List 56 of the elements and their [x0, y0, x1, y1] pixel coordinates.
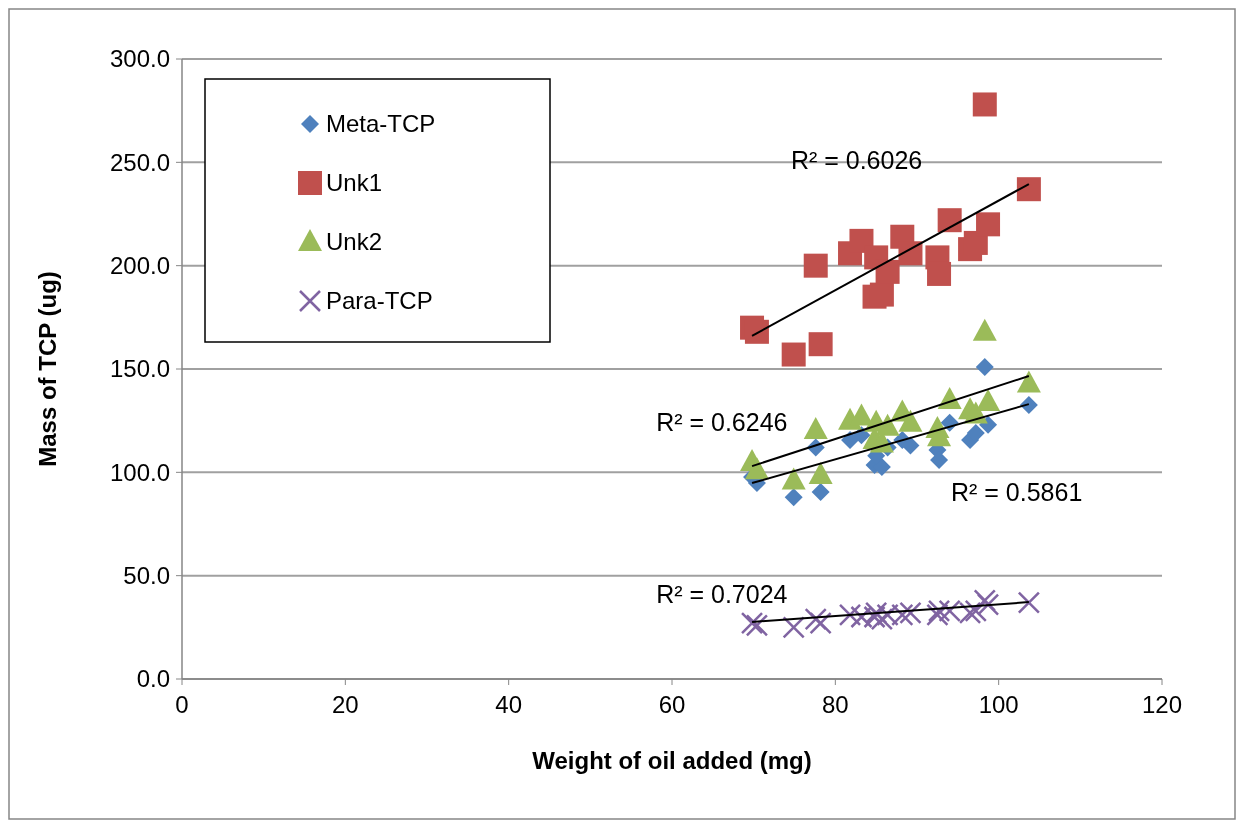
point: [808, 462, 833, 485]
point: [937, 208, 962, 233]
point: [1016, 177, 1041, 202]
x-tick-label: 60: [658, 691, 686, 718]
y-tick-label: 250.0: [109, 148, 170, 176]
point: [976, 212, 1001, 237]
point: [976, 389, 1001, 412]
point: [876, 603, 899, 627]
annotation: R² = 0.5861: [950, 477, 1083, 506]
point: [875, 413, 900, 436]
point: [899, 601, 922, 625]
x-tick-label: 40: [495, 691, 523, 718]
x-axis-title: Weight of oil added (mg): [532, 747, 812, 774]
point: [740, 611, 764, 635]
legend-label: Unk2: [326, 228, 383, 256]
point: [808, 332, 833, 357]
point: [891, 603, 914, 627]
point: [811, 482, 830, 501]
point: [972, 92, 997, 117]
y-tick-label: 0.0: [136, 665, 170, 693]
y-tick-label: 150.0: [109, 355, 170, 383]
point: [927, 261, 952, 286]
point: [972, 318, 997, 341]
point: [803, 253, 828, 278]
annotation: R² = 0.6026: [790, 146, 923, 175]
legend-label: Para-TCP: [326, 287, 433, 315]
y-tick-label: 50.0: [123, 562, 170, 590]
point: [898, 241, 923, 266]
point: [958, 601, 982, 625]
legend-label: Meta-TCP: [326, 110, 436, 138]
annotation: R² = 0.7024: [656, 580, 788, 609]
point: [875, 259, 900, 284]
point: [850, 605, 873, 629]
y-axis-title: Mass of TCP (ug): [34, 271, 61, 467]
point: [898, 409, 923, 432]
point: [784, 488, 803, 507]
point: [975, 357, 994, 376]
point: [870, 607, 894, 631]
point: [1016, 370, 1041, 393]
point: [804, 607, 827, 631]
annotation: R² = 0.6246: [656, 408, 788, 437]
point: [782, 616, 805, 639]
point: [744, 457, 769, 480]
x-tick-label: 120: [1141, 691, 1183, 718]
y-tick-label: 300.0: [109, 45, 170, 73]
point: [781, 467, 806, 490]
x-tick-label: 20: [331, 691, 359, 718]
point: [781, 342, 806, 367]
x-tick-label: 100: [978, 691, 1019, 718]
point: [901, 436, 920, 455]
x-tick-label: 80: [821, 691, 849, 718]
y-tick-label: 100.0: [109, 458, 170, 486]
point: [745, 614, 769, 637]
legend-label: Unk1: [326, 169, 383, 197]
x-tick-label: 0: [175, 691, 189, 718]
y-tick-label: 200.0: [109, 252, 170, 280]
